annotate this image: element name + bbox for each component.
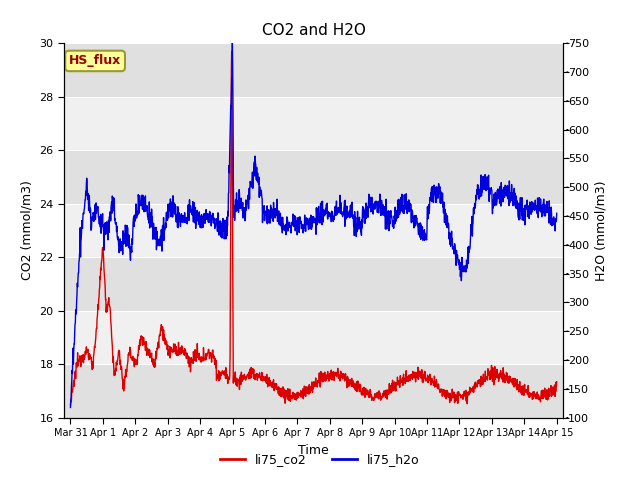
Bar (64, 364, 563, 418)
X-axis label: Time: Time (298, 444, 329, 456)
Text: HS_flux: HS_flux (69, 54, 121, 67)
Bar (64, 43, 563, 96)
Y-axis label: CO2 (mmol/m3): CO2 (mmol/m3) (20, 180, 34, 280)
Y-axis label: H2O (mmol/m3): H2O (mmol/m3) (595, 180, 608, 281)
Title: CO2 and H2O: CO2 and H2O (262, 23, 365, 38)
Legend: li75_co2, li75_h2o: li75_co2, li75_h2o (215, 448, 425, 471)
Bar (64, 257, 563, 311)
Bar (64, 150, 563, 204)
